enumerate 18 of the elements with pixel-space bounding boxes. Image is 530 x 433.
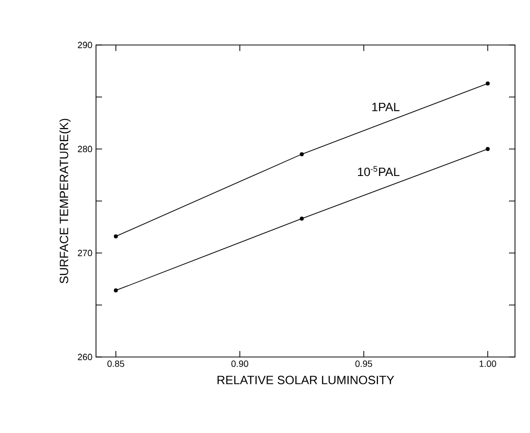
x-axis-title: RELATIVE SOLAR LUMINOSITY [218,376,394,384]
point [486,81,490,86]
series-label: 1PAL [372,102,400,112]
point [114,234,118,238]
point [300,152,304,156]
x-tick-label: 0.95 [355,360,372,367]
y-tick-label: 290 [78,42,92,48]
point [300,216,304,221]
x-tick-label: 0.90 [231,360,248,367]
y-tick-label: 260 [78,354,92,360]
x-tick-label: 1.00 [480,360,496,367]
y-tick-label: 270 [78,250,92,256]
series-label: 10$^{-5}$PAL [358,166,400,176]
x-tick-label: 0.85 [107,360,124,367]
point [486,146,490,151]
y-tick-label: 280 [78,146,92,152]
point [114,288,118,292]
y-axis-title: SURFACE TEMPERATURE(K) [59,118,71,284]
